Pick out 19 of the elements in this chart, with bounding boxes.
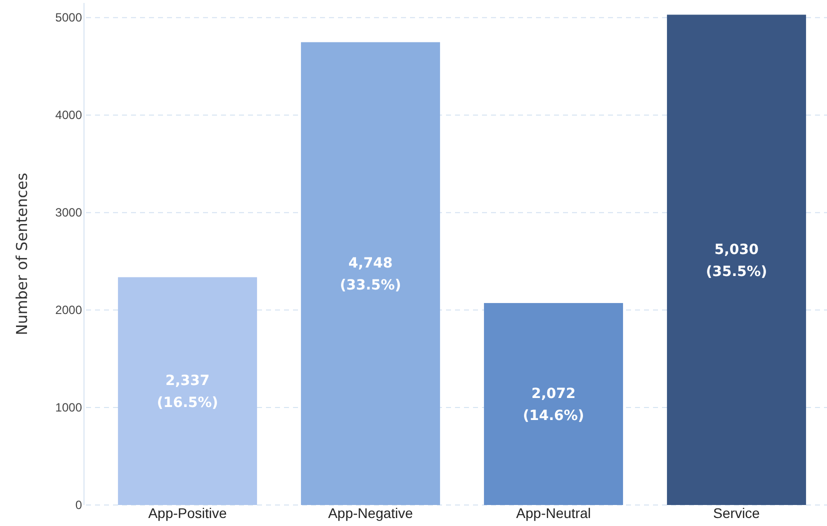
bar [118, 277, 258, 505]
data-label: 2,072 (14.6%) [522, 386, 584, 424]
y-tick-label: 1000 [55, 400, 82, 414]
bar [300, 42, 440, 505]
data-label: 5,030 (35.5%) [706, 242, 768, 280]
y-tick-label: 4000 [55, 108, 82, 122]
bar [484, 303, 624, 505]
y-tick-label: 3000 [55, 205, 82, 220]
y-tick-label: 0 [75, 498, 82, 512]
x-tick-label: Service [713, 504, 760, 521]
y-tick-label: 5000 [55, 10, 82, 24]
x-tick-label: App-Negative [328, 504, 414, 521]
data-label: 4,748 (33.5%) [340, 256, 402, 294]
y-tick-label: 2000 [55, 302, 82, 317]
y-axis-title: Number of Sentences [13, 172, 31, 336]
x-tick-label: App-Neutral [516, 504, 591, 521]
x-tick-label: App-Positive [148, 504, 228, 521]
data-label: 2,337 (16.5%) [156, 373, 218, 412]
bar [666, 14, 806, 505]
